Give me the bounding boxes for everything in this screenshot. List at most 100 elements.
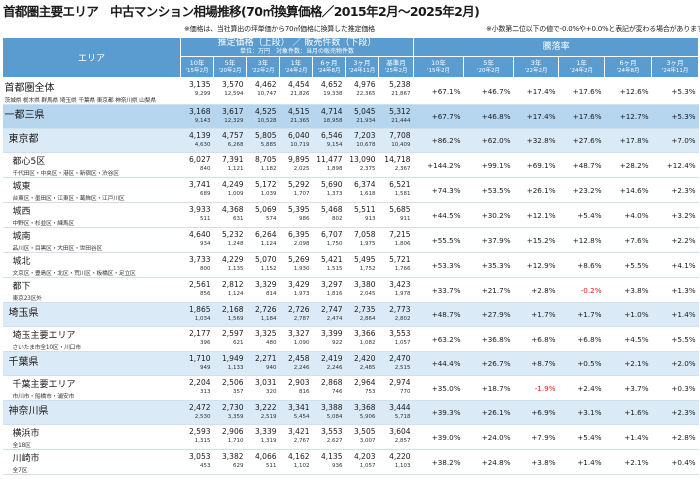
count-value: 1,133 bbox=[227, 365, 244, 371]
count-value: 1,515 bbox=[326, 266, 343, 272]
rate-cell: -0.2% bbox=[558, 277, 605, 303]
col-period: 3ヶ月 bbox=[666, 59, 684, 67]
price-cell: 5,511 913 bbox=[345, 202, 379, 228]
area-name-cell: 城西 中野区・杉並区・練馬区 bbox=[2, 202, 181, 228]
table-row: 城南 品川区・目黒区・大田区・世田谷区 4,640 934 5,232 1,248 6,26… bbox=[2, 227, 699, 253]
price-cell: 7,708 10,409 bbox=[378, 128, 414, 153]
count-value: 4,630 bbox=[194, 142, 211, 148]
count-value: 2,519 bbox=[260, 414, 277, 420]
rate-cell: +5.5% bbox=[604, 252, 652, 278]
price-cell: 5,238 21,867 bbox=[378, 77, 414, 105]
count-value: 1,898 bbox=[326, 166, 343, 172]
price-value: 3,733 bbox=[189, 255, 211, 264]
count-value: 19,338 bbox=[323, 91, 343, 97]
rate-cell: +17.6% bbox=[558, 104, 605, 129]
price-cell: 1,865 1,034 bbox=[180, 302, 214, 327]
col-date: '24年11月 bbox=[661, 68, 689, 74]
price-value: 4,229 bbox=[222, 255, 244, 264]
price-value: 2,964 bbox=[354, 378, 376, 387]
rate-cell: +12.6% bbox=[604, 77, 652, 105]
count-value: 1,315 bbox=[194, 438, 211, 444]
count-value: 1,816 bbox=[326, 291, 343, 297]
rate-cell: +46.8% bbox=[463, 104, 514, 129]
rate-cell: +46.7% bbox=[463, 77, 514, 105]
area-name: 横浜市 bbox=[12, 429, 40, 439]
rate-cell: +39.3% bbox=[413, 400, 464, 425]
rate-cell: +0.5% bbox=[558, 351, 605, 376]
price-cell: 3,297 1,816 bbox=[312, 277, 346, 303]
price-value: 7,708 bbox=[389, 131, 411, 140]
price-cell: 2,472 2,530 bbox=[180, 400, 214, 425]
rate-cell: +74.3% bbox=[413, 177, 464, 203]
rate-cell: +55.5% bbox=[413, 227, 464, 253]
price-value: 5,468 bbox=[321, 205, 343, 214]
price-unit: 単位：万円 対象件数：当月の販売物件数 bbox=[240, 48, 355, 55]
rate-cell: +3.2% bbox=[651, 202, 699, 228]
count-value: 396 bbox=[200, 340, 211, 346]
price-cell: 5,690 1,373 bbox=[312, 177, 346, 203]
count-value: 746 bbox=[332, 389, 343, 395]
price-value: 9,895 bbox=[288, 155, 310, 164]
price-value: 5,685 bbox=[389, 205, 411, 214]
price-cell: 2,458 2,246 bbox=[279, 351, 313, 376]
price-value: 3,325 bbox=[255, 329, 277, 338]
rate-cell: +99.1% bbox=[463, 152, 514, 178]
rate-cell: +1.0% bbox=[604, 302, 652, 327]
count-value: 9,154 bbox=[326, 142, 343, 148]
col-date: '15年2月 bbox=[185, 68, 209, 74]
price-col-header: 10年 '15年2月 bbox=[180, 56, 214, 78]
price-value: 4,515 bbox=[288, 107, 310, 116]
count-value: 2,025 bbox=[293, 166, 310, 172]
price-value: 5,721 bbox=[389, 255, 411, 264]
count-value: 621 bbox=[233, 340, 244, 346]
rate-cell: +27.9% bbox=[463, 302, 514, 327]
rate-cell: +18.7% bbox=[463, 375, 514, 401]
price-value: 4,368 bbox=[222, 205, 244, 214]
area-name-cell: 城北 文京区・豊島区・北区・荒川区・板橋区・足立区 bbox=[2, 252, 181, 278]
count-value: 1,806 bbox=[394, 241, 411, 247]
price-cell: 5,069 574 bbox=[246, 202, 280, 228]
rate-cell: +26.1% bbox=[513, 177, 559, 203]
rate-cell: +37.9% bbox=[463, 227, 514, 253]
price-cell: 6,027 840 bbox=[180, 152, 214, 178]
count-value: 480 bbox=[266, 340, 277, 346]
count-value: 1,034 bbox=[194, 316, 211, 322]
table-row: 一都三県 3,168 9,143 3,617 12,329 4,525 10,528 4,51… bbox=[2, 104, 699, 129]
area-name: 東京都 bbox=[8, 134, 39, 145]
area-subtitle: 茨城県 栃木県 群馬県 埼玉県 千葉県 東京都 神奈川県 山梨県 bbox=[4, 98, 157, 104]
price-cell: 3,380 2,045 bbox=[345, 277, 379, 303]
table-row: 首都圏全体 茨城県 栃木県 群馬県 埼玉県 千葉県 東京都 神奈川県 山梨県 3,1… bbox=[2, 77, 699, 105]
rate-group-header: 騰落率 bbox=[413, 37, 700, 57]
price-cell: 3,429 1,973 bbox=[279, 277, 313, 303]
rate-cell: +3.8% bbox=[513, 449, 559, 475]
price-cell: 2,420 2,485 bbox=[345, 351, 379, 376]
count-value: 10,678 bbox=[356, 142, 376, 148]
rate-cell: +4.1% bbox=[651, 252, 699, 278]
price-value: 3,168 bbox=[189, 107, 211, 116]
price-cell: 4,368 631 bbox=[213, 202, 247, 228]
count-value: 313 bbox=[200, 389, 211, 395]
count-value: 2,375 bbox=[359, 166, 376, 172]
area-subtitle: 全18区 bbox=[12, 443, 31, 449]
rate-cell: +5.3% bbox=[651, 104, 699, 129]
price-value: 4,454 bbox=[288, 80, 310, 89]
rate-cell: +2.8% bbox=[651, 424, 699, 450]
rate-cell: +7.9% bbox=[513, 424, 559, 450]
area-name-cell: 神奈川県 bbox=[2, 400, 181, 425]
price-cell: 4,139 4,630 bbox=[180, 128, 214, 153]
price-value: 1,865 bbox=[189, 305, 211, 314]
price-cell: 1,710 949 bbox=[180, 351, 214, 376]
price-value: 3,423 bbox=[389, 280, 411, 289]
rate-cell: +1.4% bbox=[651, 302, 699, 327]
price-cell: 4,976 22,365 bbox=[345, 77, 379, 105]
price-value: 4,652 bbox=[321, 80, 343, 89]
rate-cell: +12.8% bbox=[558, 227, 605, 253]
price-cell: 3,553 1,057 bbox=[378, 326, 414, 352]
count-value: 1,009 bbox=[227, 191, 244, 197]
price-value: 7,203 bbox=[354, 131, 376, 140]
rate-cell: +1.6% bbox=[604, 400, 652, 425]
price-cell: 6,546 9,154 bbox=[312, 128, 346, 153]
area-name: 千葉主要エリア bbox=[12, 380, 76, 390]
count-value: 1,618 bbox=[359, 191, 376, 197]
area-name-cell: 横浜市全18区 bbox=[2, 424, 181, 450]
